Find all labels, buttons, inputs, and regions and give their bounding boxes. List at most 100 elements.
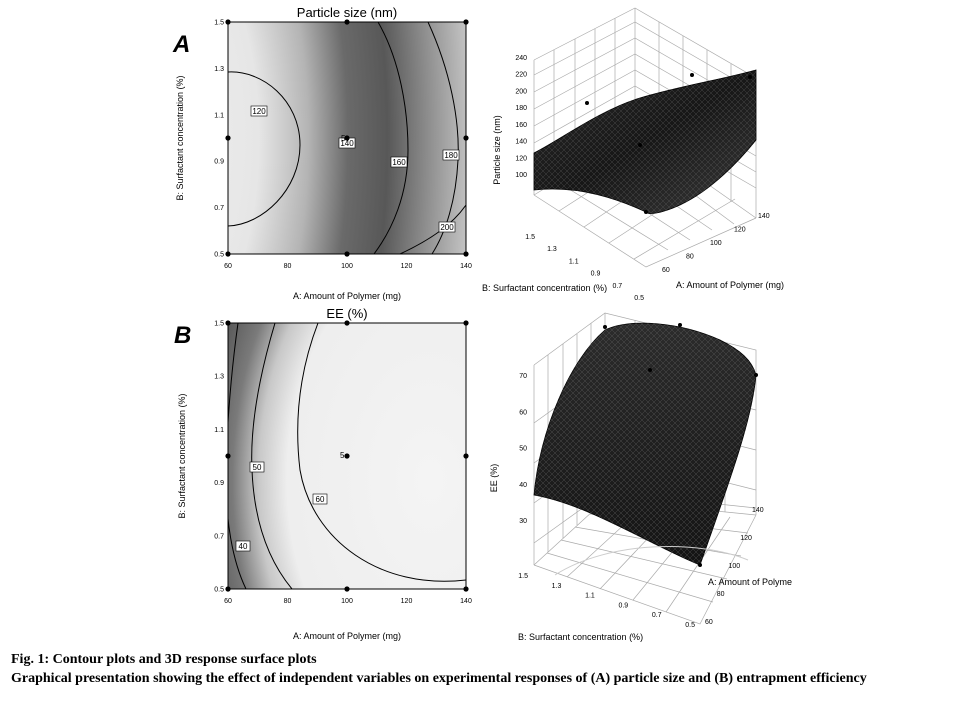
x-tick-label: 100 <box>729 563 741 570</box>
surface-a-ylabel: B: Surfactant concentration (%) <box>482 283 607 293</box>
x-tick-label: 100 <box>341 263 353 270</box>
z-tick-label: 50 <box>519 446 527 453</box>
y-tick-label: 0.5 <box>685 622 695 629</box>
design-point <box>463 320 469 326</box>
surface-b-x-ticks: 60 80 100 120 140 <box>705 507 764 626</box>
design-point <box>344 586 350 592</box>
x-tick-label: 80 <box>284 263 292 270</box>
x-tick-label: 120 <box>734 227 746 234</box>
z-tick-label: 240 <box>515 55 527 62</box>
surface-b-mesh-grid <box>534 323 756 565</box>
y-tick-label: 1.3 <box>547 246 557 253</box>
x-tick-label: 60 <box>662 267 670 274</box>
design-point <box>225 586 231 592</box>
figure: A Particle size (nm) 120 140 160 180 200… <box>172 5 792 642</box>
contour-a-label-140: 140 <box>340 139 354 148</box>
surface-a-x-ticks: 60 80 100 120 140 <box>662 213 770 274</box>
contour-a-level-labels: 120 140 160 180 200 <box>250 105 460 233</box>
z-tick-label: 160 <box>515 122 527 129</box>
contour-b-x-ticks: 60 80 100 120 140 <box>224 598 472 605</box>
x-tick-label: 140 <box>758 213 770 220</box>
x-tick-label: 60 <box>224 598 232 605</box>
x-tick-label: 60 <box>705 619 713 626</box>
contour-b-title: EE (%) <box>326 306 367 321</box>
y-tick-label: 1.5 <box>214 20 224 27</box>
contour-b-label-50: 50 <box>253 463 262 472</box>
surface-b-zlabel: EE (%) <box>489 464 499 493</box>
surface-b-y-ticks: 0.5 0.7 0.9 1.1 1.3 1.5 <box>518 573 695 629</box>
contour-a-ylabel: B: Surfactant concentration (%) <box>175 75 185 200</box>
z-tick-label: 120 <box>515 155 527 162</box>
design-point <box>225 251 231 257</box>
x-tick-label: 120 <box>740 535 752 542</box>
z-tick-label: 100 <box>515 172 527 179</box>
surface-a-points <box>585 73 752 214</box>
x-tick-label: 100 <box>710 240 722 247</box>
x-tick-label: 80 <box>284 598 292 605</box>
contour-b-xlabel: A: Amount of Polymer (mg) <box>293 631 401 641</box>
y-tick-label: 0.7 <box>214 205 224 212</box>
y-tick-label: 0.5 <box>214 252 224 259</box>
y-tick-label: 0.9 <box>214 159 224 166</box>
contour-b-ylabel: B: Surfactant concentration (%) <box>177 393 187 518</box>
contour-a-x-ticks: 60 80 100 120 140 <box>224 263 472 270</box>
contour-b-level-labels: 40 50 60 <box>235 461 328 552</box>
y-tick-label: 1.5 <box>525 234 535 241</box>
surface-a-mesh-grid <box>534 70 756 214</box>
x-tick-label: 60 <box>224 263 232 270</box>
surface-b-xlabel: A: Amount of Polyme <box>708 577 792 587</box>
design-point <box>225 453 231 459</box>
z-tick-label: 40 <box>519 482 527 489</box>
design-point <box>344 320 350 326</box>
y-tick-label: 1.3 <box>214 374 224 381</box>
panel-a-surface: 100 120 140 160 180 200 220 240 60 80 100 120 140 0… <box>482 7 784 302</box>
y-tick-label: 0.7 <box>214 533 224 540</box>
y-tick-label: 1.1 <box>569 258 579 265</box>
contour-a-xlabel: A: Amount of Polymer (mg) <box>293 291 401 301</box>
contour-b-design-points <box>225 320 469 592</box>
design-point <box>344 19 350 25</box>
design-point <box>463 453 469 459</box>
design-point <box>344 135 350 141</box>
x-tick-label: 140 <box>460 263 472 270</box>
y-tick-label: 0.9 <box>591 271 601 278</box>
panel-b-contour: B EE (%) 40 50 60 5 60 80 100 120 140 0.5 0.7… <box>174 306 472 641</box>
y-tick-label: 0.9 <box>214 480 224 487</box>
z-tick-label: 180 <box>515 105 527 112</box>
surface-a-xlabel: A: Amount of Polymer (mg) <box>676 280 784 290</box>
contour-b-y-ticks: 0.5 0.7 0.9 1.1 1.3 1.5 <box>214 321 224 594</box>
design-point <box>344 453 350 459</box>
contour-a-title: Particle size (nm) <box>297 5 397 20</box>
contour-a-label-180: 180 <box>444 151 458 160</box>
contour-a-design-points <box>225 19 469 257</box>
z-tick-label: 30 <box>519 518 527 525</box>
contour-line-120 <box>228 71 301 227</box>
design-point <box>344 251 350 257</box>
design-point <box>463 586 469 592</box>
y-tick-label: 1.1 <box>585 593 595 600</box>
contour-b-center-label: 5 <box>340 451 345 460</box>
contour-a-label-200: 200 <box>440 223 454 232</box>
contour-a-label-120: 120 <box>252 107 266 116</box>
design-point <box>225 135 231 141</box>
z-tick-label: 70 <box>519 373 527 380</box>
y-tick-label: 1.3 <box>214 66 224 73</box>
contour-a-label-160: 160 <box>392 158 406 167</box>
y-tick-label: 1.5 <box>214 321 224 328</box>
y-tick-label: 1.5 <box>518 573 528 580</box>
surface-a-zlabel: Particle size (nm) <box>492 115 502 185</box>
y-tick-label: 1.1 <box>214 112 224 119</box>
contour-line-40 <box>228 323 247 589</box>
z-tick-label: 60 <box>519 409 527 416</box>
design-point <box>463 19 469 25</box>
surface-b-z-ticks: 30 40 50 60 70 <box>519 373 527 525</box>
x-tick-label: 140 <box>752 507 764 514</box>
surface-a-y-ticks: 0.5 0.7 0.9 1.1 1.3 1.5 <box>525 234 644 302</box>
y-tick-label: 0.9 <box>618 602 628 609</box>
panel-label-b: B <box>174 322 191 349</box>
contour-line-160 <box>373 22 409 254</box>
z-tick-label: 140 <box>515 139 527 146</box>
design-point <box>463 135 469 141</box>
contour-b-label-60: 60 <box>316 495 325 504</box>
y-tick-label: 0.7 <box>652 612 662 619</box>
